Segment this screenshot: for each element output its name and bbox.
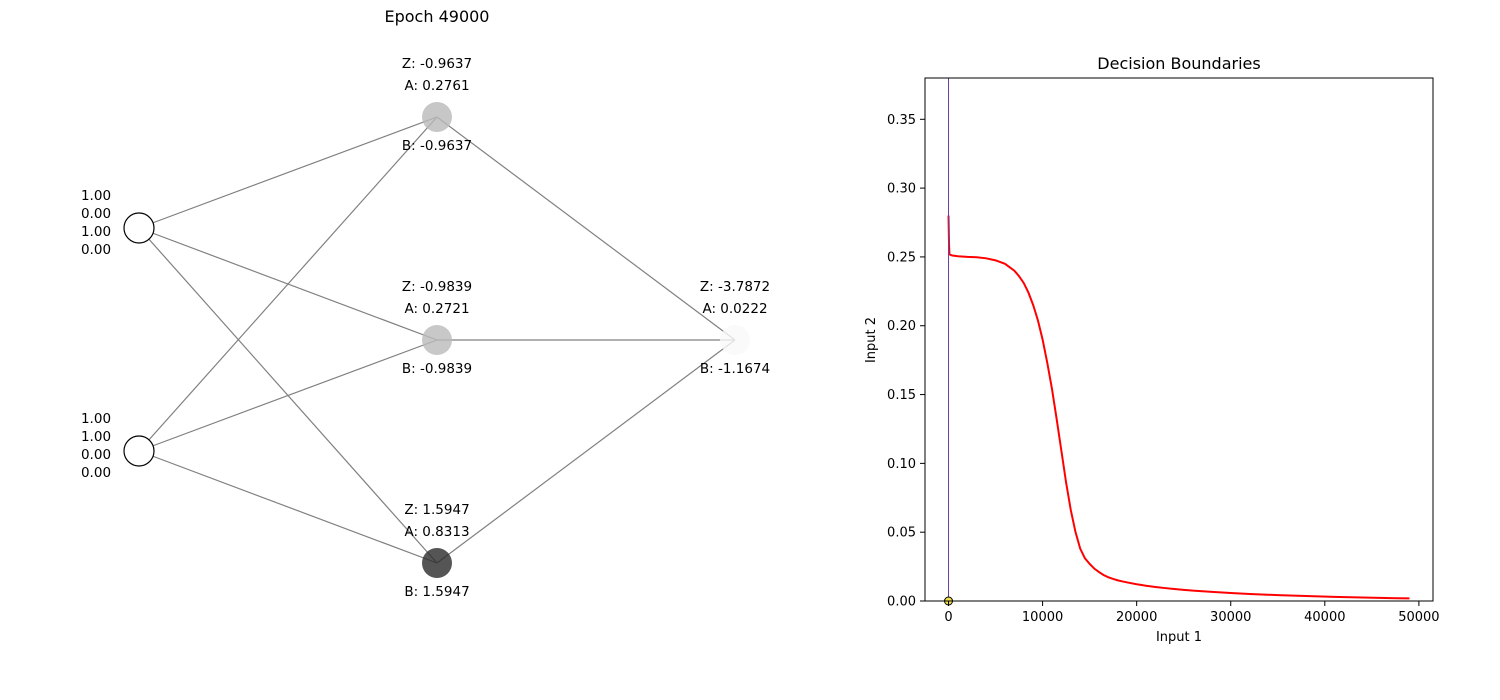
y-tick-label: 0.35	[887, 113, 916, 128]
input-2-value: 1.00	[81, 411, 111, 427]
hidden-2-b: B: -0.9839	[402, 361, 472, 377]
x-tick-label: 10000	[1022, 610, 1063, 625]
x-tick-label: 50000	[1398, 610, 1439, 625]
y-tick-label: 0.20	[887, 319, 916, 334]
hidden-node-3	[422, 548, 452, 578]
output-node	[720, 325, 750, 355]
output-b: B: -1.1674	[700, 361, 770, 377]
connections	[138, 116, 736, 564]
chart-title: Decision Boundaries	[1097, 54, 1260, 73]
hidden-3-b: B: 1.5947	[404, 584, 469, 600]
hidden-1-b: B: -0.9637	[402, 138, 472, 154]
y-tick-label: 0.05	[887, 526, 916, 541]
connection-in2-h3	[138, 450, 438, 564]
series-line-1	[947, 215, 1410, 600]
input-1-value: 0.00	[81, 242, 111, 258]
connection-h1-out	[436, 116, 736, 341]
hidden-3-a: A: 0.8313	[404, 524, 469, 540]
input-1-value: 0.00	[81, 206, 111, 222]
connection-in1-h1	[138, 116, 438, 229]
y-tick-label: 0.30	[887, 182, 916, 197]
x-tick-label: 0	[944, 610, 952, 625]
hidden-1-z: Z: -0.9637	[402, 56, 472, 72]
axes-frame	[924, 77, 1434, 602]
input-1-value: 1.00	[81, 224, 111, 240]
input-2-value: 1.00	[81, 429, 111, 445]
hidden-3-z: Z: 1.5947	[404, 502, 469, 518]
plot-area	[944, 78, 1410, 606]
output-a: A: 0.0222	[702, 301, 767, 317]
hidden-node-2	[422, 325, 452, 355]
output-z: Z: -3.7872	[700, 279, 770, 295]
network-title: Epoch 49000	[385, 7, 490, 26]
x-axis: 0 10000 20000 30000 40000 50000	[944, 601, 1440, 625]
y-tick-label: 0.15	[887, 388, 916, 403]
connection-in2-h2	[138, 339, 438, 452]
y-tick-label: 0.10	[887, 457, 916, 472]
network-panel: Epoch 49000 1.00 0.00 1.00 0.00 1.00 1.0…	[81, 7, 770, 600]
y-axis: 0.00 0.05 0.10 0.15 0.20 0.25 0.30 0.35	[887, 113, 925, 610]
hidden-node-1	[422, 102, 452, 132]
input-1-value: 1.00	[81, 188, 111, 204]
x-axis-label: Input 1	[1156, 630, 1202, 645]
y-axis-label: Input 2	[864, 317, 879, 363]
input-node-1	[123, 212, 155, 244]
input-1-values: 1.00 0.00 1.00 0.00	[81, 188, 111, 258]
input-2-value: 0.00	[81, 465, 111, 481]
hidden-2-z: Z: -0.9839	[402, 279, 472, 295]
input-2-value: 0.00	[81, 447, 111, 463]
connection-in2-h1	[138, 116, 438, 452]
y-tick-label: 0.00	[887, 595, 916, 610]
x-tick-label: 30000	[1210, 610, 1251, 625]
input-node-2	[123, 435, 155, 467]
y-tick-label: 0.25	[887, 250, 916, 265]
input-2-values: 1.00 1.00 0.00 0.00	[81, 411, 111, 481]
x-tick-label: 20000	[1116, 610, 1157, 625]
hidden-2-a: A: 0.2721	[404, 301, 469, 317]
decision-chart: Decision Boundaries 0 10000 20000 30000 4000…	[864, 54, 1440, 645]
hidden-1-a: A: 0.2761	[404, 78, 469, 94]
connection-h3-out	[436, 339, 736, 564]
x-tick-label: 40000	[1304, 610, 1345, 625]
